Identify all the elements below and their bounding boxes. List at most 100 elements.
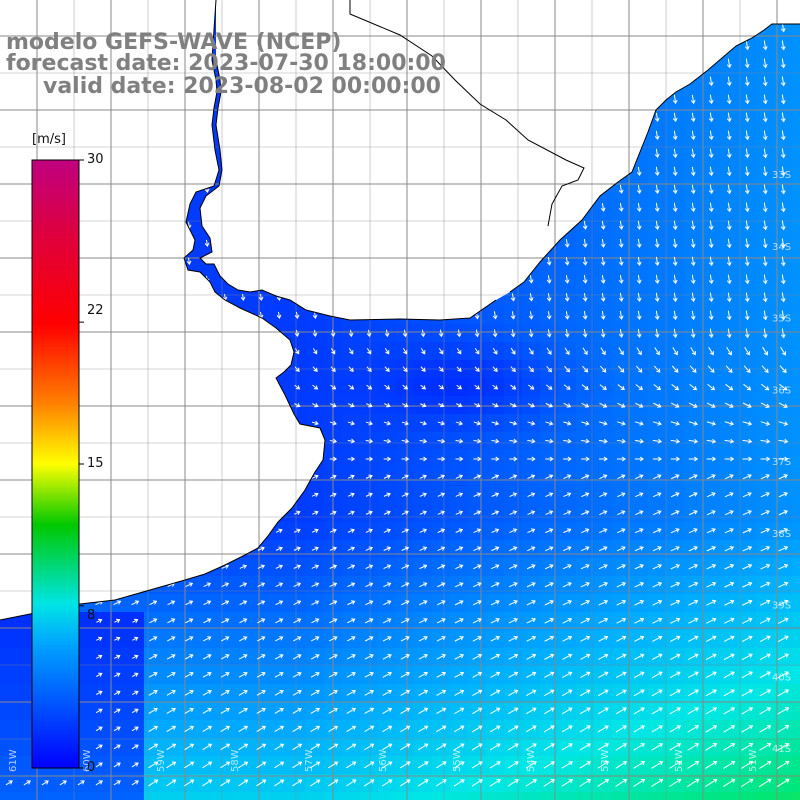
wind-arrow <box>526 671 537 678</box>
wind-arrow <box>204 185 210 193</box>
wind-arrow <box>275 564 284 569</box>
wind-arrow <box>707 383 716 391</box>
wind-arrow <box>780 346 787 356</box>
wind-arrow <box>510 329 516 338</box>
wind-cell <box>342 792 360 800</box>
wind-arrow <box>580 599 591 606</box>
wind-arrow <box>95 672 103 677</box>
wind-arrow <box>346 743 357 751</box>
wind-arrow <box>364 743 375 751</box>
wind-arrow <box>167 636 176 642</box>
wind-arrow <box>256 779 267 787</box>
wind-arrow <box>708 76 714 87</box>
wind-arrow <box>328 743 339 751</box>
wind-arrow <box>672 347 678 356</box>
wind-arrow <box>706 617 717 624</box>
wind-arrow <box>563 421 572 426</box>
wind-arrow <box>688 563 699 570</box>
wind-arrow <box>742 402 752 408</box>
wind-arrow <box>616 653 627 660</box>
wind-arrow <box>744 220 750 231</box>
wind-arrow <box>528 275 534 284</box>
wind-arrow <box>490 689 501 696</box>
wind-arrow <box>562 671 573 678</box>
wind-arrow <box>634 599 645 606</box>
wind-arrow <box>456 402 463 408</box>
wind-arrow <box>401 600 410 606</box>
wind-arrow <box>240 293 246 301</box>
wind-arrow <box>670 421 680 426</box>
wind-arrow <box>455 420 464 426</box>
wind-arrow <box>760 581 771 588</box>
wind-arrow <box>762 202 768 213</box>
wind-arrow <box>364 654 374 660</box>
wind-arrow <box>256 689 266 696</box>
wind-arrow <box>382 707 393 714</box>
wind-arrow <box>507 761 519 769</box>
wind-cell <box>792 756 800 774</box>
wind-arrow <box>329 438 338 444</box>
wind-arrow <box>670 456 681 462</box>
wind-arrow <box>615 725 627 733</box>
wind-arrow <box>616 456 626 462</box>
wind-arrow <box>778 599 789 606</box>
wind-arrow <box>582 293 588 302</box>
lat-label: 34S <box>772 242 791 253</box>
wind-arrow <box>437 528 446 533</box>
wind-arrow <box>762 184 768 195</box>
wind-arrow <box>762 238 768 249</box>
wind-arrow <box>527 438 536 444</box>
wind-arrow <box>652 510 662 516</box>
wind-arrow <box>348 329 354 338</box>
wind-arrow <box>453 761 465 769</box>
wind-arrow <box>473 474 482 479</box>
wind-arrow <box>455 492 464 497</box>
wind-arrow <box>312 311 318 319</box>
wind-arrow <box>292 779 303 787</box>
border-line <box>349 0 585 227</box>
wind-arrow <box>564 257 570 266</box>
wind-arrow <box>742 474 752 480</box>
wind-arrow <box>726 256 732 267</box>
wind-arrow <box>384 384 391 390</box>
wind-arrow <box>598 456 608 462</box>
wind-arrow <box>435 743 447 751</box>
wind-arrow <box>113 600 122 606</box>
wind-arrow <box>690 202 696 213</box>
wind-arrow <box>618 292 624 302</box>
wind-arrow <box>400 725 411 733</box>
wind-arrow <box>364 707 375 714</box>
wind-arrow <box>507 725 519 733</box>
wind-arrow <box>598 564 608 570</box>
wind-arrow <box>365 600 374 606</box>
wind-arrow <box>780 148 786 159</box>
wind-arrow <box>418 636 428 642</box>
wind-arrow <box>274 761 285 769</box>
wind-arrow <box>690 292 696 303</box>
wind-arrow <box>780 220 786 231</box>
wind-cell <box>468 792 486 800</box>
wind-arrow <box>382 671 392 678</box>
wind-arrow <box>202 725 213 732</box>
wind-arrow <box>724 546 735 552</box>
wind-arrow <box>615 761 628 769</box>
wind-arrow <box>708 310 714 321</box>
wind-arrow <box>419 528 428 533</box>
wind-arrow <box>220 654 230 660</box>
wind-arrow <box>598 635 609 642</box>
wind-arrow <box>402 384 409 390</box>
wind-arrow <box>257 618 266 624</box>
wind-arrow <box>400 653 410 660</box>
wind-arrow <box>365 438 374 444</box>
wind-arrow <box>310 672 320 678</box>
wind-arrow <box>383 546 392 551</box>
wind-arrow <box>778 492 788 498</box>
wind-arrow <box>472 707 483 715</box>
wind-cell <box>792 738 800 756</box>
wind-arrow <box>563 384 571 390</box>
wind-arrow <box>311 546 319 551</box>
wind-arrow <box>687 707 699 715</box>
lon-label: 58W <box>230 749 241 772</box>
wind-arrow <box>634 581 645 588</box>
wind-cell <box>234 792 252 800</box>
